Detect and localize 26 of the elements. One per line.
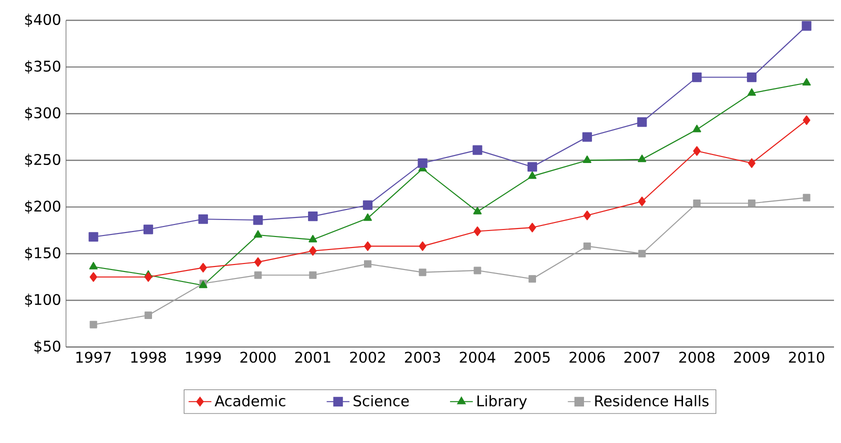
x-tick-label: 2009 xyxy=(734,352,770,363)
y-tick-label: $300 xyxy=(25,107,60,120)
legend-label: Residence Halls xyxy=(595,395,709,406)
y-tick-label: $150 xyxy=(25,247,60,260)
x-tick-label: 2010 xyxy=(788,352,824,363)
x-tick-label: 2001 xyxy=(295,352,330,363)
legend-label: Science xyxy=(354,395,409,406)
x-tick-label: 1999 xyxy=(186,352,221,363)
y-tick-label: $400 xyxy=(25,14,60,27)
x-tick-label: 2005 xyxy=(514,352,550,363)
x-tick-label: 2004 xyxy=(460,352,496,363)
legend-label: Academic xyxy=(214,395,286,406)
x-tick-label: 2002 xyxy=(350,352,385,363)
y-tick-label: $50 xyxy=(34,340,60,354)
x-tick-label: 2003 xyxy=(404,352,440,363)
x-tick-label: 1997 xyxy=(76,352,111,363)
legend-label: Library xyxy=(477,395,527,410)
x-tick-label: 1998 xyxy=(131,352,166,363)
y-tick-label: $100 xyxy=(25,294,60,307)
x-tick-label: 2007 xyxy=(624,352,660,363)
x-tick-label: 2000 xyxy=(240,352,276,363)
x-tick-label: 2008 xyxy=(679,352,715,363)
y-tick-label: $250 xyxy=(25,154,60,167)
y-tick-label: $350 xyxy=(25,60,60,74)
y-tick-label: $200 xyxy=(25,200,60,214)
x-tick-label: 2006 xyxy=(570,352,605,363)
